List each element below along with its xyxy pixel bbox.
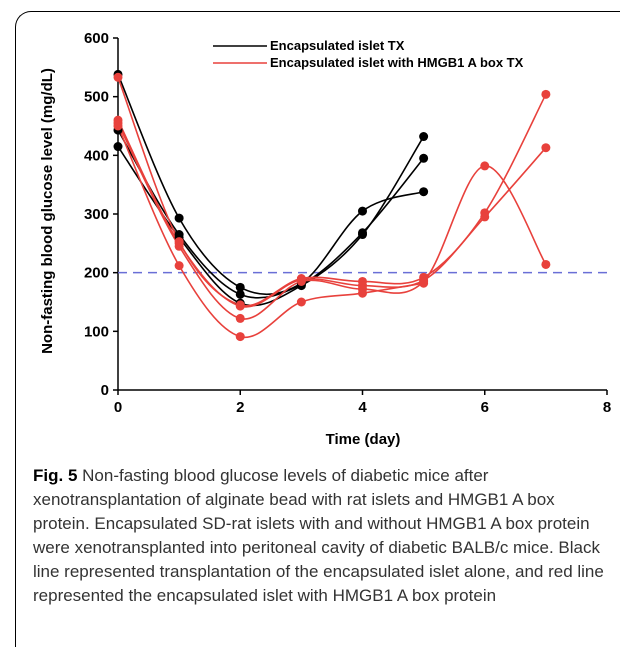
data-point [541, 89, 551, 99]
y-tick-label: 600 [84, 30, 109, 47]
figure-caption: Fig. 5 Non-fasting blood glucose levels … [33, 464, 608, 608]
series-line [117, 74, 424, 296]
data-point [235, 332, 245, 342]
figure-frame [15, 11, 620, 647]
data-point [541, 143, 551, 153]
glucose-chart: 0 100 200 300 400 500 600 0 2 4 6 8 Encapsulated is… [39, 30, 611, 448]
chart-legend: Encapsulated islet TX Encapsulated islet … [213, 38, 524, 70]
y-tick-label: 400 [84, 147, 109, 164]
x-tick-label: 4 [358, 399, 367, 416]
y-axis-label: Non-fasting blood glucose level (mg/dL) [39, 68, 56, 354]
x-axis-label: Time (day) [326, 431, 401, 448]
data-point [358, 206, 367, 216]
series-line [117, 136, 425, 307]
data-point [235, 282, 245, 292]
series-line [117, 125, 424, 339]
x-tick-label: 2 [236, 399, 244, 416]
data-point [541, 259, 551, 269]
legend-label: Encapsulated islet TX [270, 38, 405, 53]
data-point [113, 121, 123, 131]
x-tick-label: 6 [481, 399, 489, 416]
y-tick-label: 300 [84, 206, 109, 223]
data-point [174, 261, 184, 271]
data-point [113, 142, 123, 152]
data-point [174, 213, 184, 223]
legend-label: Encapsulated islet with HMGB1 A box TX [270, 55, 524, 70]
x-tick-label: 8 [603, 399, 611, 416]
data-point [419, 187, 429, 197]
data-point [480, 212, 490, 222]
data-point [358, 288, 367, 298]
data-point [419, 278, 429, 288]
data-point [296, 297, 306, 307]
data-point [419, 132, 429, 142]
caption-text: Non-fasting blood glucose levels of diab… [33, 466, 604, 605]
chart-markers [113, 69, 551, 342]
data-point [113, 72, 123, 82]
data-point [235, 301, 245, 311]
data-point [174, 241, 184, 251]
data-point [296, 276, 306, 286]
caption-label: Fig. 5 [33, 466, 78, 485]
chart-series-lines [117, 74, 547, 339]
data-point [419, 153, 429, 163]
chart-axes: 0 100 200 300 400 500 600 0 2 4 6 8 [84, 30, 611, 416]
data-point [480, 161, 490, 171]
y-tick-label: 0 [101, 382, 109, 399]
y-tick-label: 100 [84, 323, 109, 340]
data-point [235, 313, 245, 323]
x-tick-label: 0 [114, 399, 122, 416]
data-point [235, 289, 245, 299]
y-tick-label: 200 [84, 265, 109, 282]
y-tick-label: 500 [84, 89, 109, 106]
data-point [358, 230, 367, 240]
